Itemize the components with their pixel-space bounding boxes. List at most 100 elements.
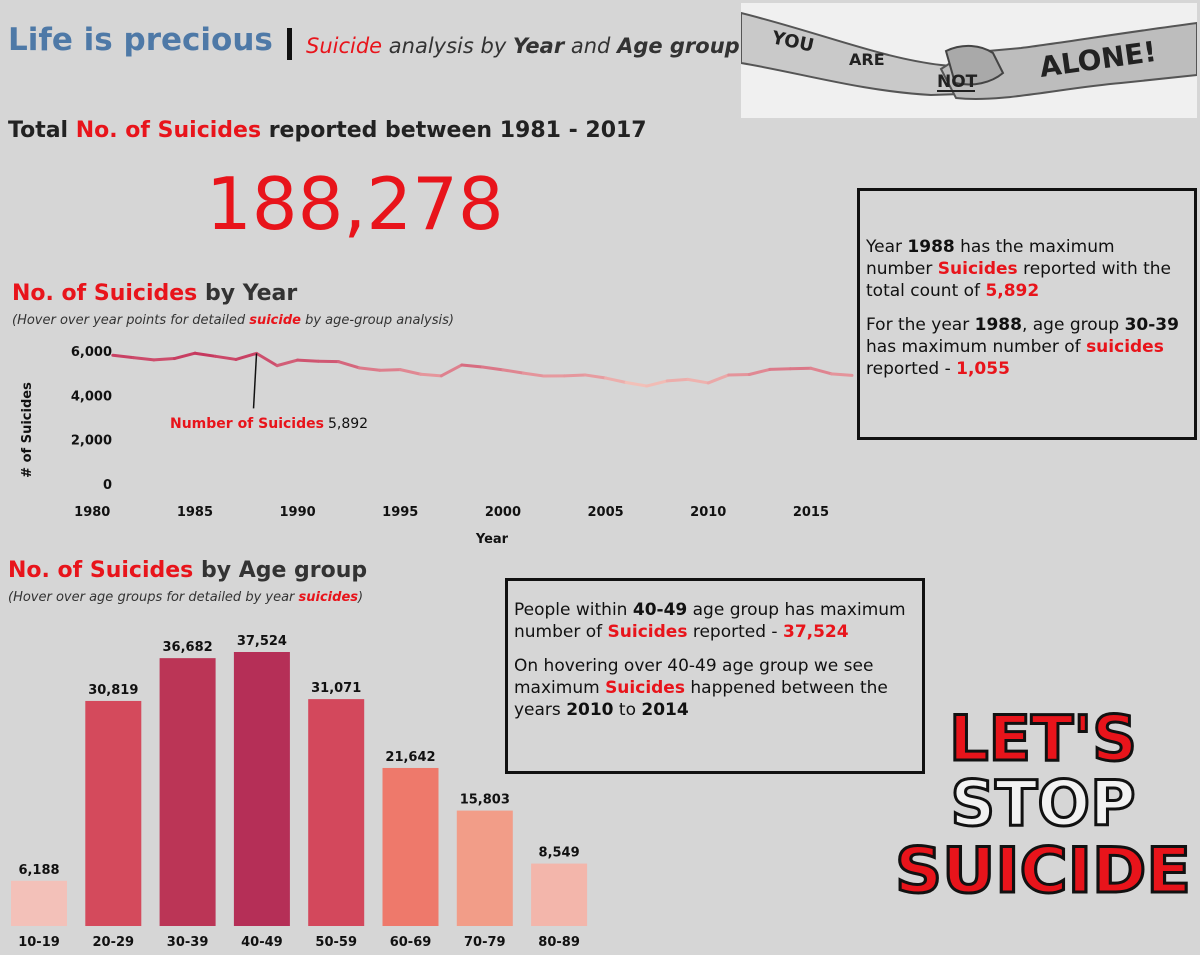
bar-value-label: 21,642 [385,750,435,765]
age-bar[interactable] [531,863,588,926]
bar-value-label: 15,803 [460,793,510,808]
year-point[interactable] [273,362,281,370]
age-bar[interactable] [456,810,513,926]
year-point[interactable] [622,378,630,386]
year-point[interactable] [376,366,384,374]
text-run: 5,892 [985,281,1040,301]
line-segment [686,377,710,385]
hero-word-not: NOT [937,72,978,92]
year-point[interactable] [581,371,589,379]
line-segment [357,366,382,372]
x-tick-label: 1985 [177,505,213,520]
y-axis-label: # of Suicides [20,382,35,478]
text-run: No. of Suicides [75,118,262,143]
category-label[interactable]: 60-69 [390,935,432,950]
age-bar[interactable] [233,652,290,926]
year-point[interactable] [458,361,466,369]
annotation-label: Number of Suicides [170,416,324,432]
age-bar[interactable] [11,880,67,926]
line-segment [213,354,238,361]
year-point[interactable] [561,372,569,380]
year-point[interactable] [745,370,753,378]
year-point[interactable] [170,355,178,363]
line-segment [419,372,443,378]
category-label[interactable]: 40-49 [241,935,283,950]
total-suicides-value: 188,278 [206,162,504,246]
text-run: analysis by [382,34,513,58]
line-segment [809,366,833,376]
text-run: Age group [617,34,740,58]
text-run: (Hover over age groups for detailed by y… [8,590,299,605]
category-label[interactable]: 50-59 [315,935,357,950]
text-run: Year [866,237,908,257]
total-heading: Total No. of Suicides reported between 1… [8,118,647,143]
stop-logo-line-2: STOP [950,767,1135,840]
year-point[interactable] [232,355,240,363]
year-point[interactable] [478,363,486,371]
text-run: 2010 [566,700,614,720]
year-point[interactable] [827,370,835,378]
text-run: Total [8,118,76,143]
year-point[interactable] [786,365,794,373]
year-point[interactable] [335,358,343,366]
lets-stop-suicide-logo-icon: LET'S STOP SUICIDE [893,700,1193,909]
category-label[interactable]: 10-19 [18,935,60,950]
bar-value-label: 36,682 [163,640,213,655]
year-point[interactable] [725,371,733,379]
text-run: reported with the total count of [866,259,1172,301]
page-title: Life is precious [8,22,273,58]
category-label[interactable]: 30-39 [167,935,209,950]
year-point[interactable] [540,372,548,380]
year-point[interactable] [766,365,774,373]
text-run: by Year [197,281,298,306]
text-run: For the year [866,315,975,335]
line-segment [604,376,628,384]
age-bar[interactable] [308,699,365,926]
age-bar[interactable] [382,767,439,926]
year-point[interactable] [499,366,507,374]
year-point[interactable] [602,374,610,382]
suicides-by-age-bar-chart[interactable]: 6,188 10-19 30,819 20-29 36,682 30-39 37,524 40… [0,610,600,955]
line-segment [152,357,176,362]
line-segment [829,372,854,377]
year-point[interactable] [191,349,199,357]
text-run: and [564,34,618,58]
bar-value-label: 8,549 [539,846,580,861]
age-bar[interactable] [85,700,142,926]
line-segment [706,373,731,385]
bar-value-label: 30,819 [88,683,138,698]
category-label[interactable]: 80-89 [538,935,580,950]
line-segment [275,358,300,368]
category-label[interactable]: 70-79 [464,935,506,950]
line-segment [131,356,156,362]
year-point[interactable] [417,370,425,378]
category-label[interactable]: 20-29 [93,935,135,950]
text-run: 1,055 [956,359,1010,379]
y-tick-label: 2,000 [71,434,112,449]
title-divider [287,28,292,60]
line-segment [378,368,402,372]
year-point[interactable] [211,352,219,360]
year-point[interactable] [848,371,856,379]
line-segment [501,368,525,375]
year-point[interactable] [314,357,322,365]
year-point[interactable] [294,356,302,364]
year-point[interactable] [396,366,404,374]
text-run: suicide [249,313,301,328]
year-point[interactable] [355,364,363,372]
annotation-value: 5,892 [328,416,368,432]
suicides-by-year-line-chart[interactable]: 0 2,000 4,000 6,000 1980 1985 1990 1995 2000 2005… [0,330,870,550]
year-point[interactable] [684,375,692,383]
age-bar[interactable] [159,658,216,926]
year-point[interactable] [519,369,527,377]
year-point[interactable] [643,382,651,390]
year-point[interactable] [704,379,712,387]
year-point[interactable] [129,354,137,362]
y-tick-label: 6,000 [71,345,112,360]
year-point[interactable] [663,377,671,385]
year-point[interactable] [150,356,158,364]
year-point[interactable] [109,351,117,359]
year-point[interactable] [437,372,445,380]
year-point[interactable] [807,364,815,372]
insight-paragraph: On hovering over 40-49 age group we see … [514,655,914,721]
